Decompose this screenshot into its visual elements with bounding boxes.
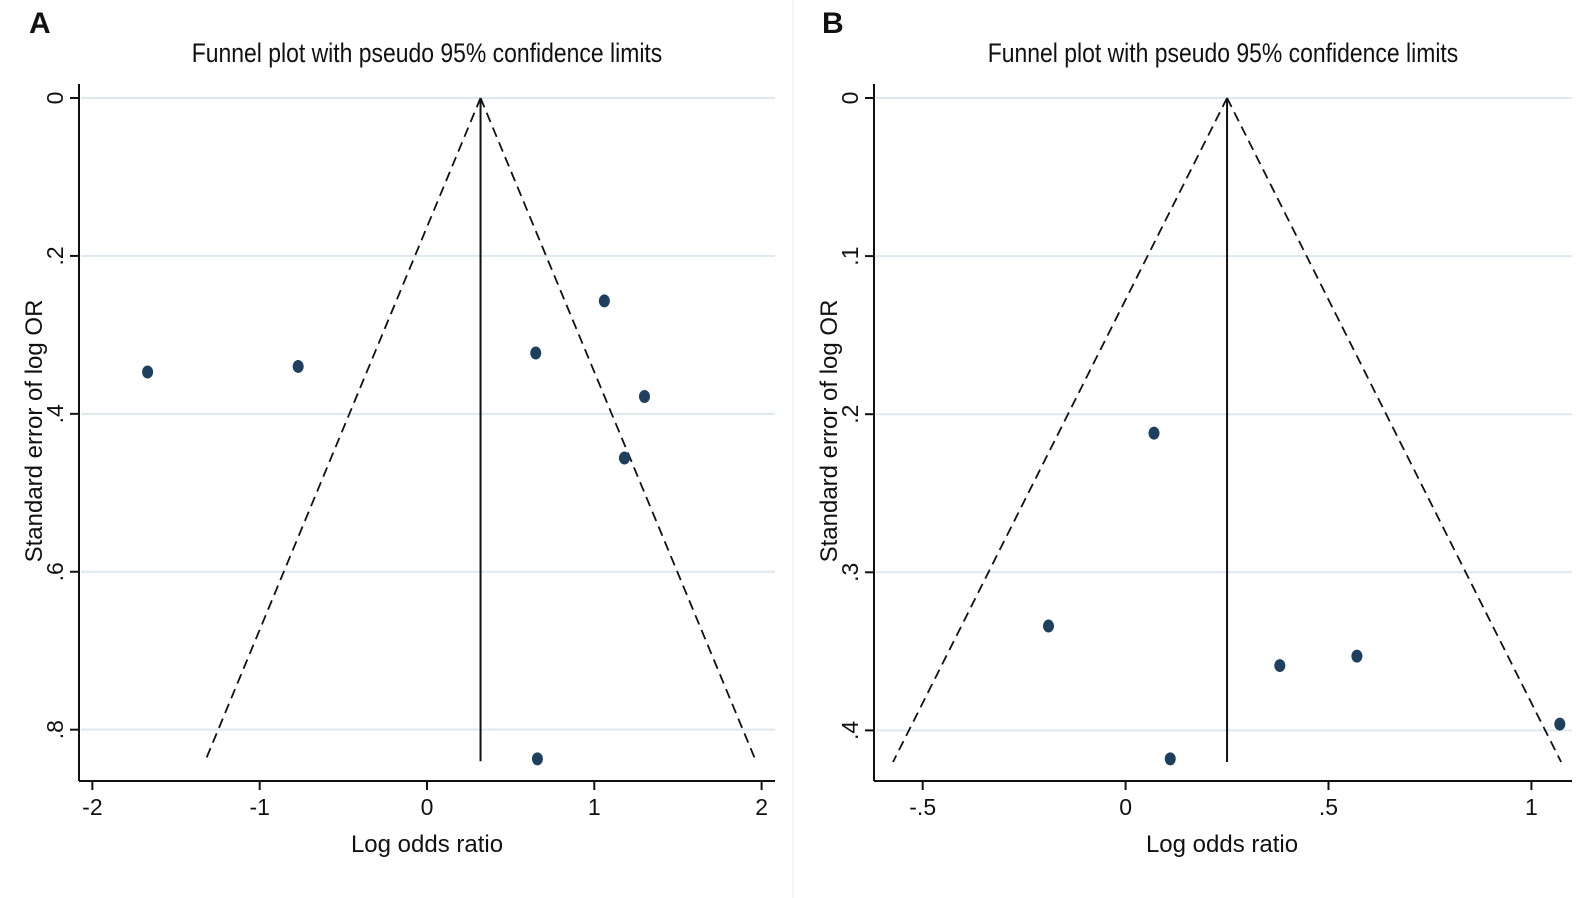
data-point (1554, 717, 1566, 731)
panel-letter: B (822, 7, 844, 40)
data-point (142, 365, 154, 379)
data-point (1274, 659, 1286, 673)
chart-title: Funnel plot with pseudo 95% confidence l… (988, 38, 1459, 68)
x-tick-label: 1 (588, 794, 601, 820)
data-point (598, 294, 610, 308)
chart-title: Funnel plot with pseudo 95% confidence l… (192, 38, 663, 68)
x-tick-label: -1 (249, 794, 269, 820)
y-tick-label: .2 (42, 246, 68, 265)
x-tick-label: 1 (1525, 794, 1538, 820)
y-tick-label: .1 (837, 247, 863, 266)
data-point (1148, 426, 1160, 440)
y-tick-label: .2 (837, 405, 863, 424)
funnel-right-limit (479, 97, 757, 762)
x-tick-label: -.5 (909, 794, 936, 820)
funnel-left-limit (892, 97, 1228, 763)
data-point (618, 451, 630, 465)
x-tick-label: 0 (1119, 794, 1132, 820)
data-point (292, 359, 304, 373)
data-point (639, 389, 650, 403)
y-axis-label: Standard error of log OR (816, 300, 843, 563)
x-axis-label: Log odds ratio (1146, 831, 1298, 858)
x-tick-label: 2 (755, 794, 768, 820)
data-point (530, 346, 542, 360)
data-point (531, 752, 543, 766)
y-tick-label: .3 (837, 563, 863, 582)
panel-a: A Funnel plot with pseudo 95% confidence… (21, 7, 775, 858)
y-tick-label: .8 (42, 720, 68, 739)
data-point (1351, 649, 1363, 663)
y-tick-label: 0 (42, 92, 68, 105)
x-tick-label: -2 (82, 794, 102, 820)
funnel-right-limit (1226, 97, 1562, 763)
y-tick-label: .4 (42, 404, 68, 423)
panel-letter: A (29, 7, 51, 40)
y-tick-label: .6 (42, 562, 68, 581)
data-point (1043, 619, 1054, 633)
x-axis-label: Log odds ratio (351, 831, 503, 858)
panel-b: B Funnel plot with pseudo 95% confidence… (816, 7, 1572, 858)
y-tick-label: .4 (837, 721, 863, 740)
data-point (1164, 752, 1176, 766)
funnel-left-limit (204, 97, 482, 762)
y-tick-label: 0 (837, 92, 863, 105)
x-tick-label: .5 (1319, 794, 1338, 820)
x-tick-label: 0 (421, 794, 434, 820)
y-axis-label: Standard error of log OR (21, 300, 48, 563)
